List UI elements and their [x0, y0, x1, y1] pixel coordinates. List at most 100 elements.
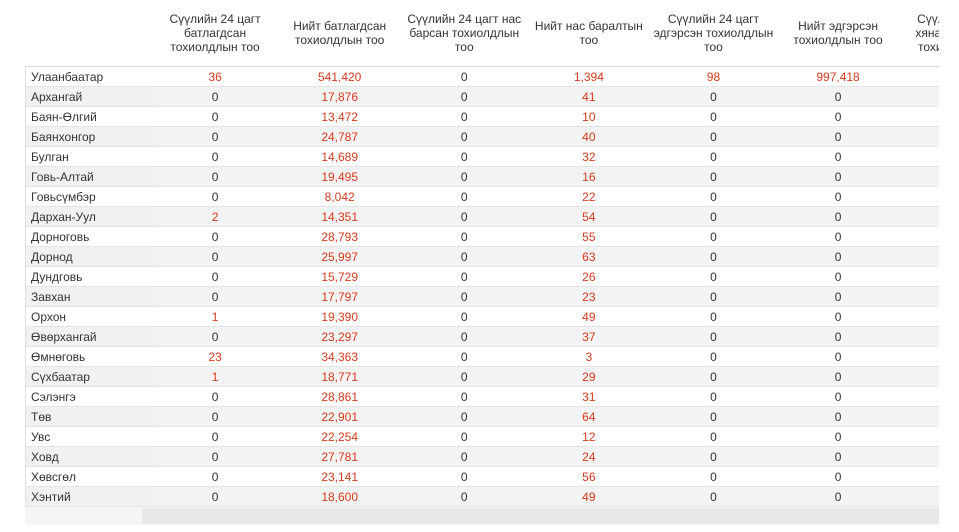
region-name-cell: Баянхонгор — [25, 126, 153, 147]
value-cell: 0 — [152, 286, 278, 307]
horizontal-scrollbar[interactable] — [25, 506, 939, 525]
header-total-confirmed[interactable]: Нийт батлагдсан тохиолдлын тоо — [277, 0, 402, 67]
value-cell: 0 — [401, 346, 527, 367]
value-cell: 0 — [775, 266, 901, 287]
value-cell: 0 — [900, 286, 939, 307]
header-monitored-24h[interactable]: Сүүлийн 24 цагт хяналтанд орсон тохиолдл… — [900, 0, 939, 67]
value-cell: 0 — [651, 206, 776, 227]
region-name-cell: Говьсүмбэр — [25, 186, 153, 207]
value-cell: 14,351 — [277, 206, 402, 227]
value-cell: 0 — [401, 226, 527, 247]
value-cell: 0 — [401, 146, 527, 167]
value-cell: 0 — [401, 406, 527, 427]
region-name-cell: Говь-Алтай — [25, 166, 153, 187]
value-cell: 997,418 — [775, 66, 901, 87]
value-cell: 19,495 — [277, 166, 402, 187]
value-cell: 2 — [152, 206, 278, 227]
value-cell: 0 — [651, 446, 776, 467]
value-cell: 55 — [526, 226, 652, 247]
value-cell: 0 — [775, 306, 901, 327]
value-cell: 0 — [900, 366, 939, 387]
value-cell: 0 — [900, 306, 939, 327]
value-cell: 0 — [401, 466, 527, 487]
value-cell: 0 — [152, 226, 278, 247]
value-cell: 0 — [651, 366, 776, 387]
value-cell: 0 — [775, 406, 901, 427]
value-cell: 541,420 — [277, 66, 402, 87]
value-cell: 0 — [401, 86, 527, 107]
value-cell: 56 — [526, 466, 652, 487]
region-name-cell: Баян-Өлгий — [25, 106, 153, 127]
value-cell: 126 — [900, 66, 939, 87]
value-cell: 0 — [900, 246, 939, 267]
value-cell: 0 — [651, 186, 776, 207]
value-cell: 27,781 — [277, 446, 402, 467]
header-new-confirmed-24h[interactable]: Сүүлийн 24 цагт батлагдсан тохиолдлын то… — [152, 0, 278, 67]
value-cell: 15,729 — [277, 266, 402, 287]
header-region[interactable] — [25, 0, 153, 67]
value-cell: 29 — [526, 366, 652, 387]
header-deaths-24h[interactable]: Сүүлийн 24 цагт нас барсан тохиолдлын то… — [401, 0, 527, 67]
value-cell: 22 — [526, 186, 652, 207]
table-viewport[interactable]: Сүүлийн 24 цагт батлагдсан тохиолдлын то… — [25, 0, 939, 506]
value-cell: 34,363 — [277, 346, 402, 367]
value-cell: 24 — [526, 446, 652, 467]
value-cell: 1 — [152, 366, 278, 387]
region-name-cell: Дархан-Уул — [25, 206, 153, 227]
scrollbar-thumb[interactable] — [142, 508, 939, 524]
value-cell: 14,689 — [277, 146, 402, 167]
value-cell: 23 — [526, 286, 652, 307]
value-cell: 0 — [775, 486, 901, 506]
value-cell: 0 — [401, 106, 527, 127]
region-name-cell: Сэлэнгэ — [25, 386, 153, 407]
value-cell: 0 — [900, 186, 939, 207]
value-cell: 0 — [900, 106, 939, 127]
value-cell: 1 — [152, 306, 278, 327]
value-cell: 0 — [401, 386, 527, 407]
header-row: Сүүлийн 24 цагт батлагдсан тохиолдлын то… — [25, 0, 939, 67]
value-cell: 22,901 — [277, 406, 402, 427]
value-cell: 0 — [775, 126, 901, 147]
region-name-cell: Орхон — [25, 306, 153, 327]
value-cell: 0 — [651, 226, 776, 247]
value-cell: 0 — [900, 446, 939, 467]
value-cell: 0 — [651, 486, 776, 506]
region-name-cell: Ховд — [25, 446, 153, 467]
value-cell: 0 — [775, 206, 901, 227]
value-cell: 0 — [651, 286, 776, 307]
value-cell: 49 — [526, 306, 652, 327]
value-cell: 0 — [651, 466, 776, 487]
value-cell: 36 — [152, 66, 278, 87]
value-cell: 0 — [775, 386, 901, 407]
header-recovered-24h[interactable]: Сүүлийн 24 цагт эдгэрсэн тохиолдлын тоо — [651, 0, 776, 67]
value-cell: 0 — [401, 266, 527, 287]
value-cell: 0 — [775, 226, 901, 247]
value-cell: 0 — [900, 166, 939, 187]
header-total-deaths[interactable]: Нийт нас баралтын тоо — [526, 0, 652, 67]
value-cell: 0 — [900, 466, 939, 487]
header-total-recovered[interactable]: Нийт эдгэрсэн тохиолдлын тоо — [775, 0, 901, 67]
value-cell: 0 — [401, 366, 527, 387]
